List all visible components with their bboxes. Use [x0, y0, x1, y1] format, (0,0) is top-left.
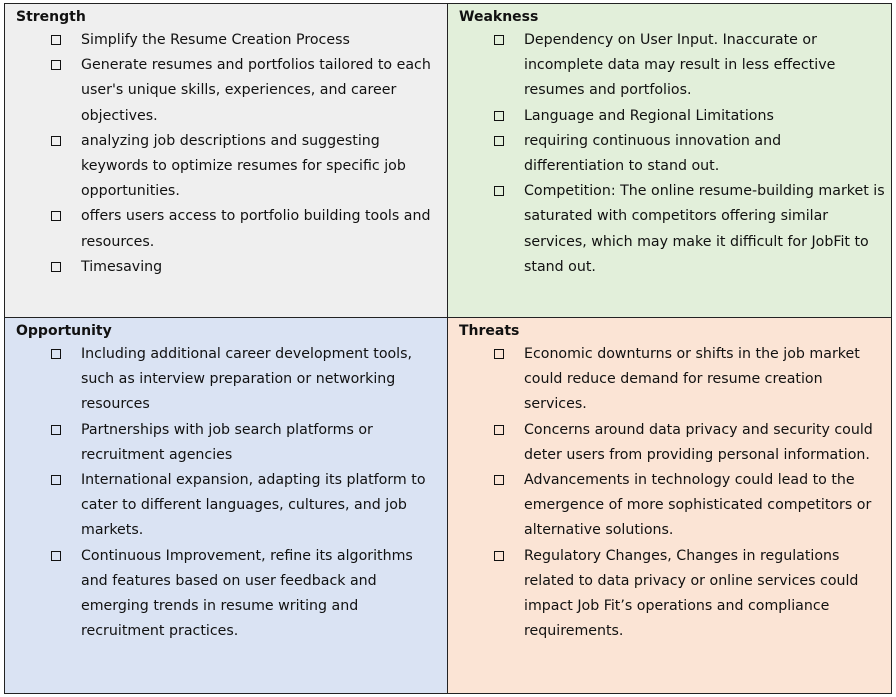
checkbox-icon: [494, 135, 504, 146]
list-item-text: Competition: The online resume-building …: [524, 183, 885, 275]
list-item: Regulatory Changes, Changes in regulatio…: [494, 544, 885, 645]
list-item: Simplify the Resume Creation Process: [51, 28, 441, 53]
strength-quadrant: Strength Simplify the Resume Creation Pr…: [5, 4, 448, 318]
threats-quadrant: Threats Economic downturns or shifts in …: [448, 318, 891, 693]
list-item-text: offers users access to portfolio buildin…: [81, 208, 431, 250]
list-item-text: Dependency on User Input. Inaccurate or …: [524, 32, 836, 99]
checkbox-icon: [51, 35, 61, 45]
list-item: Partnerships with job search platforms o…: [51, 418, 441, 468]
checkbox-icon: [51, 349, 61, 359]
checkbox-icon: [51, 475, 61, 486]
list-item-text: Language and Regional Limitations: [524, 107, 774, 124]
list-item: Concerns around data privacy and securit…: [494, 418, 885, 468]
list-item-text: Continuous Improvement, refine its algor…: [81, 547, 413, 640]
checkbox-icon: [494, 475, 504, 486]
checkbox-icon: [51, 424, 61, 435]
weakness-title: Weakness: [459, 9, 539, 25]
checkbox-icon: [51, 261, 61, 272]
list-item-text: Simplify the Resume Creation Process: [81, 32, 350, 48]
checkbox-icon: [494, 550, 504, 561]
list-item-text: Economic downturns or shifts in the job …: [524, 346, 860, 413]
list-item-text: Timesaving: [81, 258, 163, 275]
list-item: requiring continuous innovation and diff…: [494, 129, 885, 179]
list-item: Dependency on User Input. Inaccurate or …: [494, 28, 885, 104]
checkbox-icon: [494, 349, 504, 359]
list-item: Timesaving: [51, 255, 441, 280]
checkbox-icon: [494, 424, 504, 435]
opportunity-title: Opportunity: [16, 323, 112, 339]
list-item-text: analyzing job descriptions and suggestin…: [81, 132, 406, 200]
list-item: Continuous Improvement, refine its algor…: [51, 544, 441, 645]
threats-title: Threats: [459, 323, 520, 339]
weakness-quadrant: Weakness Dependency on User Input. Inacc…: [448, 4, 891, 318]
checkbox-icon: [51, 550, 61, 561]
list-item: Economic downturns or shifts in the job …: [494, 342, 885, 418]
list-item: analyzing job descriptions and suggestin…: [51, 129, 441, 205]
opportunity-list: Including additional career development …: [51, 342, 441, 644]
list-item-text: Including additional career development …: [81, 346, 413, 413]
opportunity-quadrant: Opportunity Including additional career …: [5, 318, 448, 693]
weakness-list: Dependency on User Input. Inaccurate or …: [494, 28, 885, 280]
list-item: International expansion, adapting its pl…: [51, 468, 441, 544]
list-item: Including additional career development …: [51, 342, 441, 418]
list-item: Advancements in technology could lead to…: [494, 468, 885, 544]
checkbox-icon: [51, 60, 61, 71]
list-item-text: Advancements in technology could lead to…: [524, 472, 872, 539]
list-item: Language and Regional Limitations: [494, 104, 885, 129]
list-item-text: Concerns around data privacy and securit…: [524, 421, 873, 463]
strength-title: Strength: [16, 9, 86, 25]
strength-list: Simplify the Resume Creation Process Gen…: [51, 28, 441, 280]
list-item: Competition: The online resume-building …: [494, 179, 885, 280]
list-item-text: requiring continuous innovation and diff…: [524, 132, 782, 175]
list-item-text: Generate resumes and portfolios tailored…: [81, 57, 431, 124]
checkbox-icon: [51, 135, 61, 146]
list-item: offers users access to portfolio buildin…: [51, 204, 441, 254]
checkbox-icon: [51, 211, 61, 222]
checkbox-icon: [494, 35, 504, 45]
threats-list: Economic downturns or shifts in the job …: [494, 342, 885, 644]
list-item-text: Partnerships with job search platforms o…: [81, 421, 373, 463]
checkbox-icon: [494, 110, 504, 121]
list-item-text: Regulatory Changes, Changes in regulatio…: [524, 547, 859, 640]
list-item-text: International expansion, adapting its pl…: [81, 472, 426, 539]
list-item: Generate resumes and portfolios tailored…: [51, 53, 441, 129]
swot-table: Strength Simplify the Resume Creation Pr…: [4, 3, 892, 694]
checkbox-icon: [494, 186, 504, 197]
